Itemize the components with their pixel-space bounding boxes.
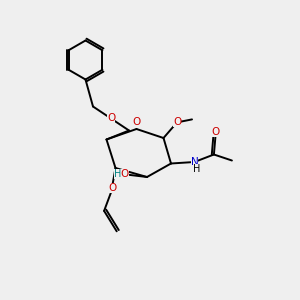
Text: N: N — [190, 157, 198, 167]
Text: H: H — [193, 164, 200, 174]
Text: O: O — [107, 113, 115, 124]
Text: O: O — [211, 127, 220, 137]
Text: O: O — [173, 117, 181, 128]
Text: O: O — [132, 117, 141, 128]
Text: H: H — [114, 169, 121, 179]
Text: O: O — [120, 169, 129, 179]
Text: O: O — [108, 183, 117, 194]
